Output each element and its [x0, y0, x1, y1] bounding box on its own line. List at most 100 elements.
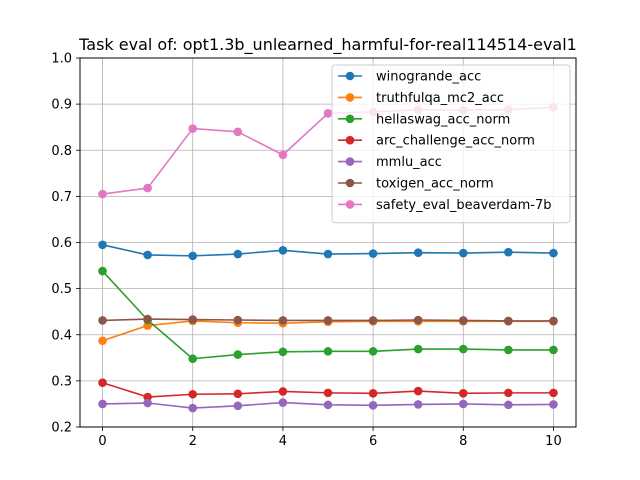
- data-point: [98, 378, 107, 388]
- x-tick-label: 8: [459, 434, 467, 449]
- data-point: [188, 315, 198, 324]
- data-point: [233, 401, 243, 411]
- data-point: [549, 388, 558, 398]
- x-tick-label: 6: [369, 434, 377, 449]
- legend-box: [331, 64, 571, 224]
- series-toxigen_acc_norm: [98, 314, 558, 326]
- data-point: [323, 109, 333, 118]
- data-point: [188, 403, 198, 413]
- data-point: [143, 183, 152, 193]
- data-point: [549, 400, 558, 409]
- data-point: [413, 344, 423, 354]
- data-point: [368, 249, 378, 258]
- data-point: [98, 316, 107, 325]
- data-point: [188, 124, 198, 133]
- data-point: [504, 400, 513, 410]
- data-point: [368, 389, 378, 398]
- chart-title: Task eval of: opt1.3b_unlearned_harmful-…: [78, 35, 577, 55]
- data-point: [233, 249, 243, 259]
- data-point: [549, 316, 558, 326]
- legend-label: mmlu_acc: [376, 155, 442, 170]
- data-point: [413, 248, 423, 257]
- legend-item: hellaswag_acc_norm: [338, 112, 510, 127]
- data-point: [504, 345, 513, 355]
- data-point: [143, 398, 152, 408]
- data-point: [413, 315, 423, 325]
- legend-item: winogrande_acc: [338, 70, 481, 85]
- data-point: [323, 249, 333, 259]
- data-point: [504, 247, 513, 257]
- data-point: [458, 344, 468, 354]
- x-tick-label: 10: [545, 434, 562, 449]
- data-point: [504, 388, 513, 398]
- data-point: [278, 150, 288, 160]
- data-point: [413, 386, 423, 396]
- data-point: [278, 316, 288, 325]
- data-point: [98, 336, 107, 346]
- data-point: [323, 347, 333, 356]
- data-point: [98, 399, 107, 409]
- data-point: [233, 315, 243, 325]
- data-point: [413, 400, 423, 409]
- data-point: [368, 401, 378, 410]
- data-point: [458, 316, 468, 325]
- data-point: [233, 389, 243, 399]
- data-point: [458, 399, 468, 409]
- legend-swatch-marker: [345, 93, 355, 102]
- data-point: [278, 387, 288, 396]
- data-point: [188, 389, 198, 399]
- data-point: [323, 316, 333, 325]
- x-tick-label: 0: [98, 434, 106, 449]
- legend-item: mmlu_acc: [338, 155, 442, 170]
- data-point: [188, 251, 198, 261]
- axis-ticks: 0 2 4 6 8 10 0.2 0.3 0.4 0.5 0.6 0.7 0.8 0.9 1.0: [51, 52, 561, 450]
- legend-item: safety_eval_beaverdam-7b: [338, 198, 552, 213]
- data-point: [458, 389, 468, 398]
- data-point: [233, 350, 243, 359]
- data-point: [98, 266, 107, 276]
- series-arc_challenge_acc_norm: [98, 378, 558, 402]
- y-tick-label: 0.3: [51, 374, 72, 389]
- legend-label: truthfulqa_mc2_acc: [376, 91, 504, 106]
- data-point: [504, 316, 513, 326]
- legend-label: safety_eval_beaverdam-7b: [376, 198, 552, 213]
- legend-item: arc_challenge_acc_norm: [338, 134, 535, 149]
- data-point: [368, 347, 378, 356]
- data-point: [233, 127, 243, 137]
- legend-item: toxigen_acc_norm: [338, 177, 494, 192]
- legend-swatch-marker: [345, 157, 355, 166]
- legend-swatch-marker: [345, 71, 355, 81]
- data-point: [323, 400, 333, 410]
- data-point: [278, 246, 288, 255]
- data-point: [368, 316, 378, 325]
- series-mmlu_acc: [98, 398, 558, 413]
- y-tick-label: 0.5: [51, 282, 72, 297]
- data-point: [278, 398, 288, 407]
- data-point: [143, 250, 152, 260]
- y-tick-label: 0.6: [51, 236, 72, 251]
- data-point: [143, 392, 152, 402]
- y-tick-label: 0.7: [51, 190, 72, 205]
- x-tick-label: 4: [279, 434, 287, 449]
- legend-label: hellaswag_acc_norm: [376, 112, 510, 127]
- data-point: [143, 314, 152, 324]
- series-winogrande_acc: [98, 240, 558, 261]
- data-point: [98, 189, 107, 199]
- y-tick-label: 0.2: [51, 421, 72, 436]
- data-point: [549, 248, 558, 258]
- legend-label: arc_challenge_acc_norm: [376, 134, 535, 149]
- data-point: [323, 388, 333, 398]
- legend-item: truthfulqa_mc2_acc: [338, 91, 504, 106]
- y-tick-label: 0.9: [51, 98, 72, 113]
- y-tick-label: 1.0: [51, 52, 72, 67]
- legend-label: winogrande_acc: [376, 70, 481, 85]
- legend: winogrande_acc truthfulqa_mc2_acc hellaswa…: [331, 64, 571, 224]
- x-tick-label: 2: [189, 434, 197, 449]
- y-tick-label: 0.8: [51, 144, 72, 159]
- legend-swatch-marker: [345, 178, 355, 188]
- legend-swatch-marker: [345, 135, 355, 145]
- y-tick-label: 0.4: [51, 328, 72, 343]
- legend-swatch-marker: [345, 114, 355, 124]
- data-point: [188, 354, 198, 364]
